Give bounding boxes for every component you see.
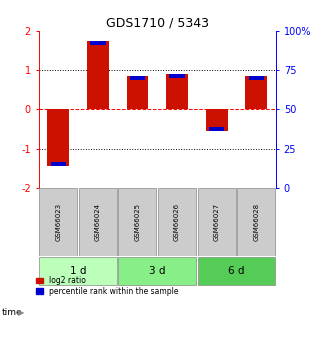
Text: GSM66025: GSM66025 xyxy=(134,203,141,241)
FancyBboxPatch shape xyxy=(237,188,275,256)
Bar xyxy=(87,41,109,109)
FancyBboxPatch shape xyxy=(118,257,196,285)
Text: 1 d: 1 d xyxy=(70,266,86,276)
FancyBboxPatch shape xyxy=(198,188,236,256)
Text: ▶: ▶ xyxy=(18,308,24,317)
Bar xyxy=(130,76,145,80)
FancyBboxPatch shape xyxy=(79,188,117,256)
Text: GSM66028: GSM66028 xyxy=(253,203,259,241)
Bar xyxy=(51,162,66,166)
Bar xyxy=(166,74,188,109)
Text: GSM66023: GSM66023 xyxy=(55,203,61,241)
Title: GDS1710 / 5343: GDS1710 / 5343 xyxy=(106,17,209,30)
Bar xyxy=(48,109,69,166)
Text: GSM66024: GSM66024 xyxy=(95,203,101,241)
Bar xyxy=(206,109,228,131)
FancyBboxPatch shape xyxy=(39,257,117,285)
Bar xyxy=(249,76,264,80)
Text: 6 d: 6 d xyxy=(228,266,245,276)
Bar xyxy=(169,74,185,78)
Bar xyxy=(245,76,267,109)
FancyBboxPatch shape xyxy=(39,188,77,256)
Text: 3 d: 3 d xyxy=(149,266,166,276)
FancyBboxPatch shape xyxy=(198,257,275,285)
FancyBboxPatch shape xyxy=(158,188,196,256)
Bar xyxy=(126,76,148,109)
Bar xyxy=(209,127,224,131)
Text: time: time xyxy=(2,308,22,317)
FancyBboxPatch shape xyxy=(118,188,157,256)
Bar xyxy=(90,41,106,45)
Text: GSM66026: GSM66026 xyxy=(174,203,180,241)
Text: GSM66027: GSM66027 xyxy=(214,203,220,241)
Legend: log2 ratio, percentile rank within the sample: log2 ratio, percentile rank within the s… xyxy=(36,276,178,296)
